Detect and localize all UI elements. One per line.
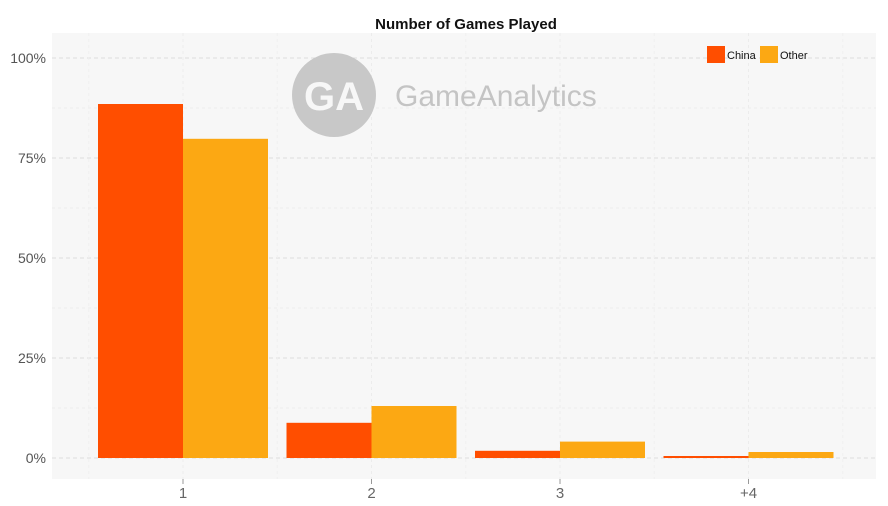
y-tick-label: 0% — [26, 450, 46, 466]
y-axis: 0% 25% 50% 75% 100% — [10, 50, 46, 466]
bar-china-4 — [663, 456, 749, 458]
bar-series — [98, 104, 834, 459]
watermark-logo-monogram: GA — [304, 75, 364, 119]
legend: China Other — [707, 46, 808, 63]
bar-other-4 — [748, 452, 834, 458]
gameanalytics-watermark: GA GameAnalytics — [292, 53, 597, 137]
bar-other-3 — [560, 441, 645, 458]
bar-china-1 — [98, 104, 183, 458]
y-tick-label: 100% — [10, 50, 46, 66]
y-tick-label: 25% — [18, 350, 46, 366]
x-tick-label: +4 — [740, 485, 757, 502]
legend-swatch-china — [707, 46, 725, 63]
legend-swatch-other — [760, 46, 778, 63]
watermark-logo-circle — [292, 53, 376, 137]
x-axis: 1 2 3 +4 — [179, 479, 757, 502]
y-tick-label: 75% — [18, 150, 46, 166]
legend-label-china: China — [727, 50, 757, 62]
bar-other-2 — [371, 406, 457, 458]
watermark-brand-name: GameAnalytics — [395, 80, 597, 113]
chart-title: Number of Games Played — [375, 16, 557, 33]
legend-label-other: Other — [780, 50, 808, 62]
y-tick-label: 50% — [18, 250, 46, 266]
x-tick-label: 3 — [556, 485, 564, 502]
x-tick-label: 1 — [179, 485, 187, 502]
bar-other-1 — [183, 138, 268, 459]
bar-china-2 — [286, 422, 372, 458]
x-tick-label: 2 — [367, 485, 375, 502]
bar-china-3 — [475, 450, 560, 458]
